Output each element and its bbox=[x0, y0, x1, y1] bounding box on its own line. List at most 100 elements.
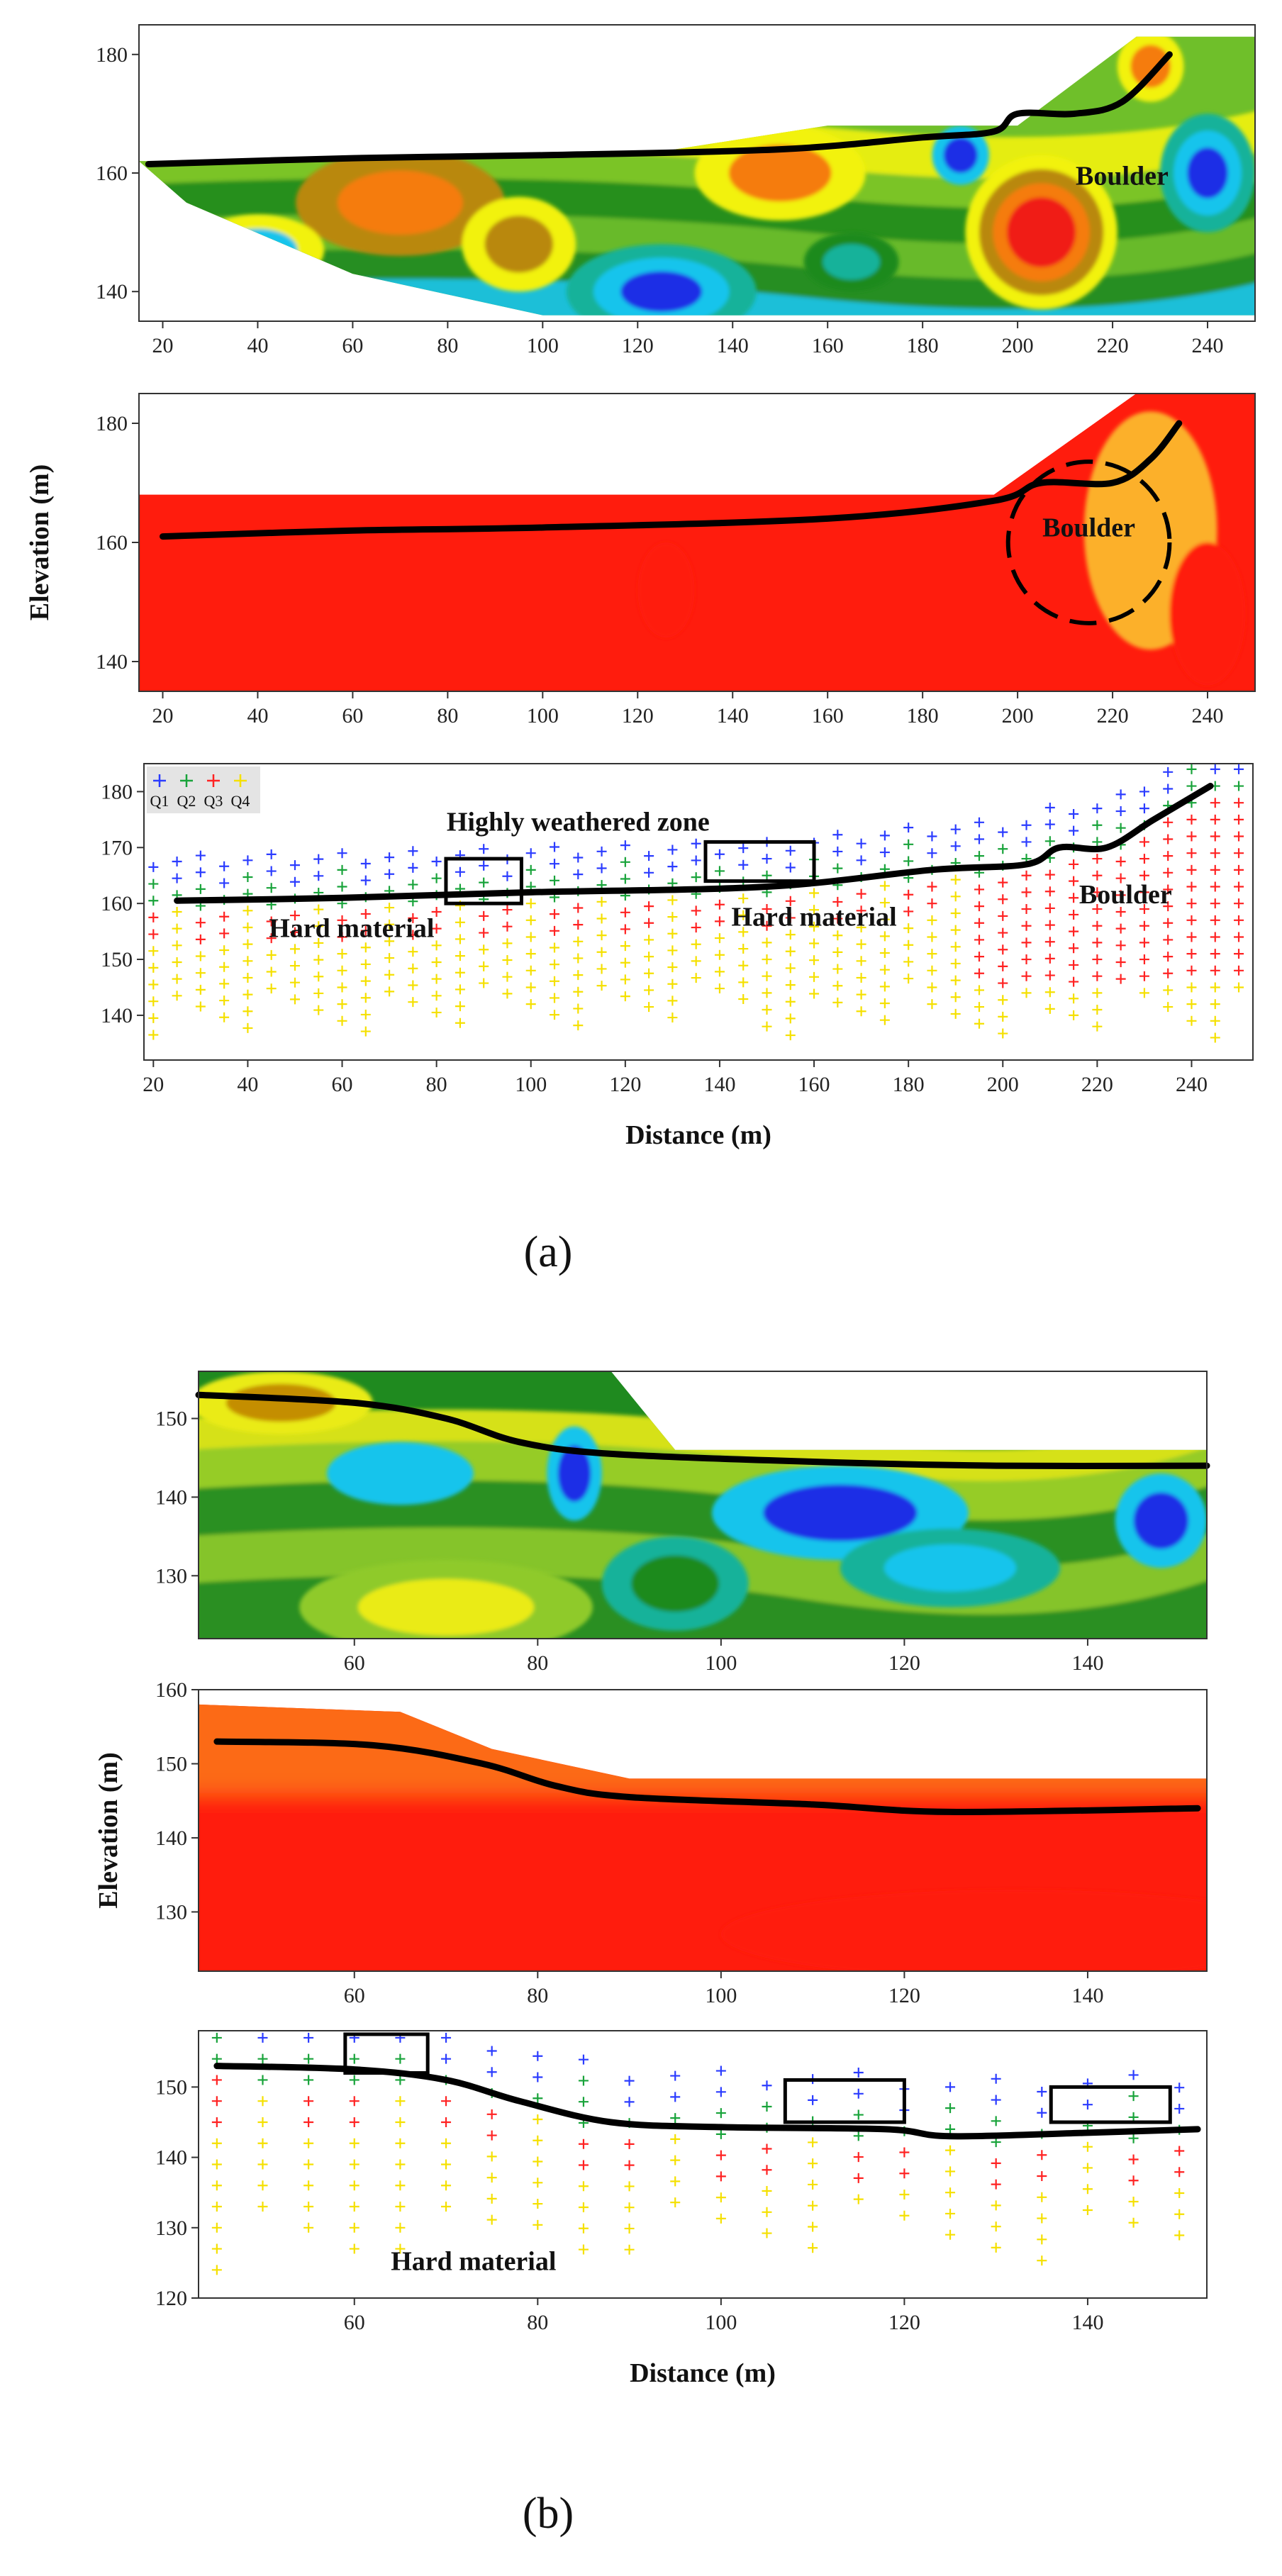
b3-data-point bbox=[715, 2129, 726, 2139]
a3-data-point bbox=[313, 921, 324, 932]
b3-data-point bbox=[257, 2075, 268, 2085]
a1-xtick-label: 200 bbox=[1002, 334, 1034, 357]
a1-anomalies bbox=[191, 36, 1255, 316]
a3-data-point bbox=[266, 849, 277, 859]
a3-data-point bbox=[266, 966, 277, 977]
b3-data-point bbox=[762, 2165, 772, 2175]
a3-data-point bbox=[313, 988, 324, 998]
b3-data-point bbox=[441, 2096, 452, 2107]
a3-data-point bbox=[596, 981, 607, 991]
b3-data-point bbox=[349, 2222, 359, 2233]
b3-data-point bbox=[395, 2202, 406, 2212]
a3-legend-label: Q1 bbox=[150, 792, 169, 810]
a3-data-point bbox=[691, 939, 701, 949]
a3-data-point bbox=[479, 860, 489, 871]
a3-data-point bbox=[1234, 949, 1244, 959]
b2-xtick-label: 60 bbox=[344, 1984, 365, 2007]
a3-data-point bbox=[879, 847, 890, 858]
a3-data-point bbox=[644, 867, 654, 878]
a3-data-point bbox=[785, 1030, 796, 1041]
a3-data-point bbox=[195, 1001, 206, 1012]
a3-data-point bbox=[289, 910, 300, 921]
a3-data-point bbox=[1163, 901, 1174, 912]
a3-data-point bbox=[525, 864, 536, 875]
a1-xtick-label: 60 bbox=[342, 334, 363, 357]
a3-data-point bbox=[1210, 965, 1220, 976]
a3-xtick-label: 140 bbox=[703, 1073, 735, 1096]
b2-xtick-label: 80 bbox=[527, 1984, 548, 2007]
b3-highlight-box bbox=[1049, 2085, 1172, 2124]
a3-data-point bbox=[337, 965, 347, 976]
a3-data-point bbox=[998, 1011, 1008, 1022]
a3-data-point bbox=[832, 830, 843, 840]
a3-data-point bbox=[455, 1017, 465, 1028]
a3-data-point bbox=[998, 995, 1008, 1005]
a3-data-point bbox=[1021, 954, 1032, 965]
b3-data-point bbox=[303, 2117, 314, 2127]
a3-data-point bbox=[903, 823, 914, 833]
a3-frame bbox=[143, 763, 1254, 1061]
a3-data-point bbox=[1115, 823, 1126, 833]
a3-data-point bbox=[408, 913, 418, 923]
a3-data-point bbox=[856, 838, 866, 849]
a3-data-point bbox=[903, 839, 914, 849]
b2-xtick-label: 140 bbox=[1071, 1984, 1103, 2007]
b1-anomalies bbox=[199, 1371, 1207, 1639]
a3-legend-marker bbox=[207, 774, 220, 787]
a3-data-point bbox=[1186, 881, 1197, 892]
a2-xtick-label: 240 bbox=[1192, 704, 1224, 727]
a3-data-point bbox=[360, 942, 371, 953]
a3-data-point bbox=[243, 989, 253, 1000]
a3-data-point bbox=[738, 910, 749, 920]
a3-data-point bbox=[927, 848, 937, 859]
a3-data-point bbox=[950, 841, 961, 852]
a3-data-point bbox=[927, 831, 937, 842]
b3-data-point bbox=[808, 2137, 818, 2148]
b3-data-point bbox=[1174, 2230, 1185, 2241]
a3-data-point bbox=[219, 978, 230, 989]
a3-annotation: Highly weathered zone bbox=[447, 808, 710, 837]
a3-data-point bbox=[1069, 1010, 1079, 1020]
b3-data-point bbox=[349, 2117, 359, 2127]
a3-data-point bbox=[289, 994, 300, 1005]
a3-ytick-label: 160 bbox=[101, 892, 133, 915]
b2-xtick-label: 100 bbox=[705, 1984, 737, 2007]
b3-data-point bbox=[395, 2096, 406, 2107]
a3-data-point bbox=[550, 859, 560, 869]
a3-data-point bbox=[550, 909, 560, 920]
a3-data-point bbox=[1234, 932, 1244, 942]
b3-data-point bbox=[1082, 2100, 1093, 2110]
a3-data-point bbox=[148, 996, 159, 1007]
a3-data-point bbox=[691, 973, 701, 983]
a3-data-point bbox=[644, 901, 654, 912]
b3-data-point bbox=[899, 2190, 910, 2200]
a3-xtick-label: 20 bbox=[143, 1073, 164, 1096]
a3-data-point bbox=[856, 956, 866, 966]
b3-data-point bbox=[578, 2202, 589, 2213]
b3-data-point bbox=[715, 2213, 726, 2224]
a3-data-point bbox=[148, 862, 159, 872]
a3-data-point bbox=[1210, 915, 1220, 925]
b3-data-point bbox=[762, 2143, 772, 2154]
a3-ytick-label: 180 bbox=[101, 780, 133, 803]
a2-xtick-label: 100 bbox=[527, 704, 559, 727]
a3-data-point bbox=[337, 1015, 347, 1026]
b3-data-point bbox=[578, 2075, 589, 2086]
a3-data-point bbox=[1044, 987, 1055, 998]
a3-data-point bbox=[1044, 970, 1055, 981]
a3-data-point bbox=[1234, 814, 1244, 825]
b3-xtick-label: 120 bbox=[888, 2311, 920, 2334]
a3-highlight-box bbox=[444, 857, 523, 905]
b3-xtick-label: 100 bbox=[705, 2311, 737, 2334]
b3-data-point bbox=[808, 2221, 818, 2232]
b2-xtick-label: 120 bbox=[888, 1984, 920, 2007]
a3-legend: Q1 Q2 Q3 Q4 bbox=[147, 766, 260, 813]
a3-data-point bbox=[1163, 968, 1174, 978]
b3-data-point bbox=[670, 2176, 681, 2187]
b3-data-point bbox=[715, 2065, 726, 2076]
b1-axes: 60 80 100 120 140 130 140 150 bbox=[155, 1371, 1208, 1675]
a3-data-point bbox=[1210, 1032, 1220, 1043]
a3-data-point bbox=[856, 922, 866, 932]
b3-data-point bbox=[670, 2134, 681, 2144]
a3-data-point bbox=[525, 932, 536, 942]
